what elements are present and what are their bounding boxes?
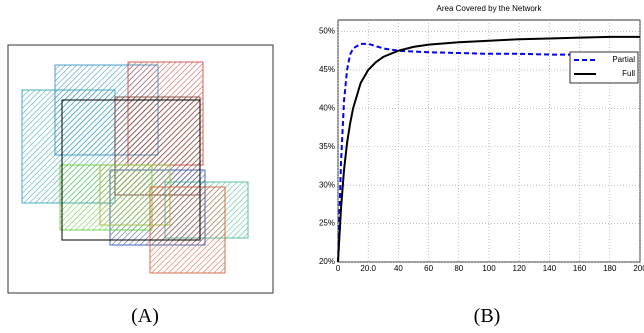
x-tick-label: 20.0 xyxy=(360,264,376,273)
y-tick-label: 40% xyxy=(319,103,335,112)
y-tick-label: 30% xyxy=(319,180,335,189)
line xyxy=(337,42,640,263)
y-tick-label: 50% xyxy=(319,27,335,36)
legend-box xyxy=(569,51,639,84)
y-tick-label: 20% xyxy=(319,257,335,266)
x-tick-label: 100 xyxy=(482,264,496,273)
region-outline xyxy=(61,99,201,241)
x-tick-label: 80 xyxy=(454,264,463,273)
frame xyxy=(7,44,274,294)
x-tick-label: 200 xyxy=(633,264,644,273)
x-tick-label: 60 xyxy=(424,264,433,273)
x-tick-label: 120 xyxy=(513,264,527,273)
caption: (B) xyxy=(474,305,501,327)
x-tick-label: 180 xyxy=(603,264,617,273)
region xyxy=(149,186,226,274)
x-tick-label: 0 xyxy=(336,264,341,273)
legend-label: Full xyxy=(622,69,635,78)
y-tick-label: 45% xyxy=(319,65,335,74)
caption: (A) xyxy=(131,305,159,327)
legend-label: Partial xyxy=(612,55,635,64)
panel-a xyxy=(7,44,274,294)
y-tick-label: 25% xyxy=(319,219,335,228)
chart-title: Area Covered by the Network xyxy=(437,4,543,13)
x-tick-label: 140 xyxy=(543,264,557,273)
line xyxy=(337,35,640,263)
x-tick-label: 160 xyxy=(573,264,587,273)
y-tick-label: 35% xyxy=(319,142,335,151)
x-tick-label: 40 xyxy=(394,264,403,273)
